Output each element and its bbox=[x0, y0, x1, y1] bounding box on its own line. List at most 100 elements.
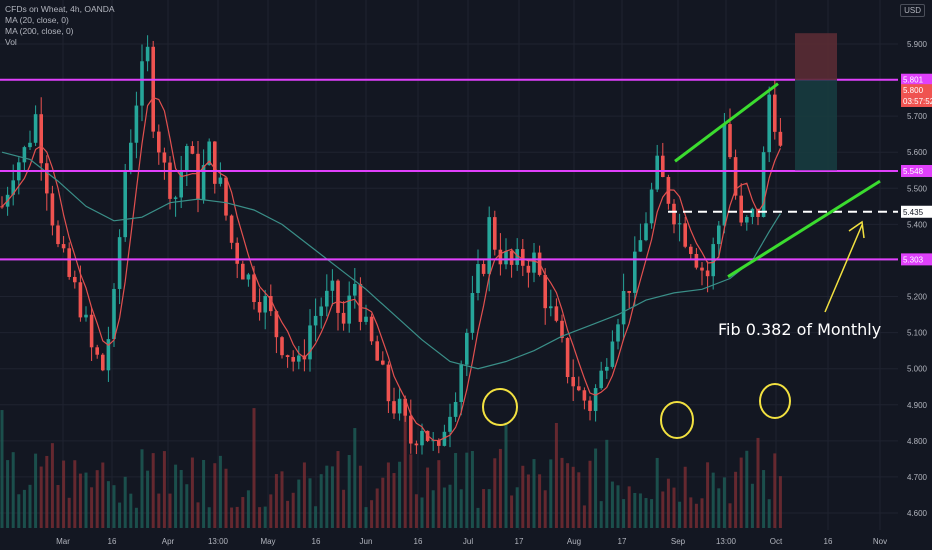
volume-bar bbox=[532, 459, 536, 528]
volume-bar bbox=[700, 498, 704, 528]
volume-bar bbox=[694, 503, 698, 528]
volume-bar bbox=[672, 487, 676, 528]
candle-body bbox=[621, 291, 626, 325]
candle-body bbox=[565, 338, 570, 378]
volume-bar bbox=[538, 474, 542, 528]
drawings-layer bbox=[0, 33, 898, 439]
candle-body bbox=[280, 337, 284, 356]
legend-volume[interactable]: Vol bbox=[5, 37, 17, 47]
price-tick-label: 4.800 bbox=[907, 437, 928, 446]
candle-body bbox=[45, 163, 49, 194]
volume-bar bbox=[566, 463, 570, 528]
time-tick-label: Jun bbox=[360, 537, 373, 546]
candle-body bbox=[22, 147, 27, 163]
candle-body bbox=[515, 249, 519, 265]
candle-body bbox=[369, 316, 374, 342]
volume-bar bbox=[174, 464, 178, 528]
legend-symbol[interactable]: CFDs on Wheat, 4h, OANDA bbox=[5, 4, 115, 14]
volume-bar bbox=[689, 497, 693, 528]
candle-body bbox=[28, 142, 32, 148]
time-tick-label: 17 bbox=[515, 537, 524, 546]
legend-ma200[interactable]: MA (200, close, 0) bbox=[5, 26, 74, 36]
volume-bar bbox=[39, 466, 43, 528]
volume-bar bbox=[84, 472, 88, 528]
candle-body bbox=[661, 155, 665, 177]
volume-bar bbox=[241, 497, 245, 528]
candle-body bbox=[308, 325, 312, 360]
volume-bar bbox=[470, 451, 474, 528]
volume-bar bbox=[280, 471, 284, 528]
candle-body bbox=[549, 306, 553, 309]
volume-bar bbox=[778, 476, 782, 528]
legend-ma20[interactable]: MA (20, close, 0) bbox=[5, 15, 69, 25]
candle-body bbox=[325, 290, 329, 307]
candle-body bbox=[582, 390, 587, 401]
price-tick-label: 4.900 bbox=[907, 401, 928, 410]
candle-body bbox=[683, 223, 687, 247]
chart-legend: CFDs on Wheat, 4h, OANDA MA (20, close, … bbox=[5, 4, 115, 48]
candle-body bbox=[414, 443, 419, 446]
candle-body bbox=[481, 264, 486, 274]
candle-body bbox=[644, 223, 648, 241]
candle-body bbox=[33, 114, 38, 143]
currency-button[interactable]: USD bbox=[900, 4, 925, 17]
volume-bar bbox=[370, 500, 374, 528]
candle-body bbox=[470, 292, 475, 333]
price-label-box bbox=[901, 84, 932, 97]
candle-body bbox=[56, 225, 60, 245]
volume-bar bbox=[582, 505, 586, 528]
candle-body bbox=[358, 283, 363, 322]
candle-body bbox=[717, 225, 721, 245]
volume-bar bbox=[56, 484, 60, 528]
candle-body bbox=[509, 251, 514, 265]
volume-bar bbox=[274, 474, 278, 528]
time-tick-label: 16 bbox=[824, 537, 833, 546]
candle-body bbox=[773, 94, 777, 132]
candle-body bbox=[526, 265, 531, 273]
candle-body bbox=[173, 197, 178, 199]
volume-bar bbox=[661, 491, 665, 528]
volume-bar bbox=[739, 457, 743, 528]
candle-body bbox=[151, 46, 155, 132]
volume-bar bbox=[347, 455, 351, 528]
price-tick-label: 5.900 bbox=[907, 40, 928, 49]
ma20-line bbox=[1, 96, 781, 442]
candle-body bbox=[392, 401, 396, 414]
candle-body bbox=[532, 252, 536, 273]
volume-bar bbox=[448, 484, 452, 528]
volume-bar bbox=[17, 494, 21, 528]
candle-body bbox=[745, 216, 749, 223]
price-axis[interactable]: 4.6004.7004.8004.9005.0005.1005.2005.300… bbox=[898, 0, 932, 550]
candle-body bbox=[722, 124, 727, 226]
time-tick-label: Jul bbox=[463, 537, 473, 546]
volume-bar bbox=[711, 472, 715, 528]
price-tick-label: 5.400 bbox=[907, 220, 928, 229]
candle-body bbox=[269, 295, 273, 312]
volume-bar bbox=[28, 484, 32, 528]
volume-bar bbox=[353, 428, 357, 528]
volume-bar bbox=[605, 439, 609, 528]
candle-body bbox=[67, 248, 71, 277]
candle-body bbox=[403, 398, 407, 416]
candle-body bbox=[129, 142, 133, 172]
volume-bar bbox=[123, 476, 127, 528]
candle-body bbox=[241, 263, 245, 280]
volume-bar bbox=[185, 484, 189, 528]
volume-bar bbox=[62, 460, 66, 528]
candle-body bbox=[291, 357, 295, 362]
candle-body bbox=[95, 347, 99, 355]
volume-bar bbox=[45, 455, 49, 528]
candle-body bbox=[134, 105, 139, 143]
volume-bar bbox=[571, 466, 575, 528]
volume-bar bbox=[465, 452, 469, 528]
volume-bar bbox=[386, 462, 390, 528]
volume-bar bbox=[683, 466, 687, 528]
volume-bars bbox=[0, 408, 782, 528]
stop-zone bbox=[795, 33, 837, 81]
price-tick-label: 4.700 bbox=[907, 473, 928, 482]
volume-bar bbox=[146, 470, 150, 528]
candle-body bbox=[638, 240, 643, 252]
time-axis[interactable]: Mar 16 Apr 13:00 May 16 Jun 16 Jul 17 Aug 17 Sep 13:0… bbox=[0, 530, 898, 550]
volume-bar bbox=[773, 453, 777, 528]
